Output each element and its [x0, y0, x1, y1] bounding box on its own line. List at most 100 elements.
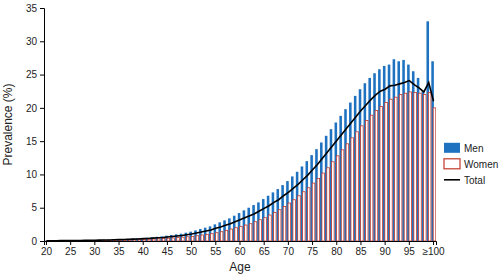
tick: ≥100 [422, 241, 445, 257]
tick-mark [409, 241, 410, 245]
tick: 60 [234, 241, 246, 257]
bar [327, 168, 330, 241]
tick-mark [40, 75, 44, 76]
bar [312, 183, 315, 241]
x-axis: 20253035404550556065707580859095≥100 [41, 241, 445, 257]
bar-series [44, 21, 434, 241]
tick: 45 [162, 241, 174, 257]
tick-mark [143, 241, 144, 245]
legend-swatch [444, 159, 460, 169]
tick-mark [40, 108, 44, 109]
legend-swatch [444, 179, 460, 181]
bar [182, 237, 185, 241]
bar [143, 239, 146, 241]
bar [370, 115, 373, 241]
bar [278, 210, 281, 241]
bar [332, 162, 335, 241]
tick-label: 30 [26, 36, 38, 47]
tick-mark [433, 241, 434, 245]
tick-label: 25 [65, 246, 77, 257]
bar [206, 234, 209, 241]
tick-mark [70, 241, 71, 245]
tick: 40 [138, 241, 150, 257]
tick-label: 75 [307, 246, 319, 257]
bar [404, 93, 407, 241]
tick: 70 [283, 241, 295, 257]
tick: 15 [26, 136, 44, 147]
bar [390, 99, 393, 241]
bar [201, 235, 204, 241]
line [46, 81, 433, 241]
tick-mark [40, 8, 44, 9]
legend-item: Total [444, 175, 485, 186]
bar [356, 132, 359, 241]
tick: 5 [31, 202, 44, 213]
tick: 25 [65, 241, 77, 257]
tick-mark [167, 241, 168, 245]
tick-mark [40, 174, 44, 175]
bar [245, 225, 248, 241]
bar [215, 233, 218, 241]
tick-label: 45 [162, 246, 174, 257]
legend-label: Women [464, 159, 498, 170]
legend-item: Men [444, 143, 483, 154]
tick: 0 [31, 236, 44, 247]
tick-mark [336, 241, 337, 245]
bar [211, 234, 214, 241]
bar [148, 239, 151, 241]
tick: 80 [331, 241, 343, 257]
bar [361, 126, 364, 241]
tick-mark [94, 241, 95, 245]
bar [336, 156, 339, 241]
tick: 20 [26, 103, 44, 114]
legend-swatch [444, 143, 460, 153]
tick-mark [240, 241, 241, 245]
bar [399, 95, 402, 241]
plot: 0510152025303520253035404550556065707580… [26, 3, 445, 257]
tick-label: 60 [234, 246, 246, 257]
bar [172, 238, 175, 241]
tick: 10 [26, 169, 44, 180]
bar [225, 230, 228, 241]
legend: Men Women Total [444, 143, 498, 186]
tick-mark [40, 241, 44, 242]
tick-label: 50 [186, 246, 198, 257]
tick: 35 [113, 241, 125, 257]
bar [274, 212, 277, 241]
bar [351, 138, 354, 241]
bar [186, 237, 189, 241]
bar [380, 107, 383, 241]
tick-mark [288, 241, 289, 245]
tick-mark [215, 241, 216, 245]
marks [44, 21, 436, 241]
bar [385, 103, 388, 241]
tick-mark [46, 241, 47, 245]
tick: 65 [259, 241, 271, 257]
tick: 50 [186, 241, 198, 257]
bar [167, 238, 170, 241]
bar [375, 111, 378, 241]
bar [428, 93, 431, 241]
axis-line [45, 242, 437, 246]
tick-label: 65 [259, 246, 271, 257]
bar [264, 218, 267, 241]
tick-label: 15 [26, 136, 38, 147]
tick-label: 20 [41, 246, 53, 257]
tick: 20 [41, 241, 53, 257]
tick-label: 70 [283, 246, 295, 257]
chart: 0510152025303520253035404550556065707580… [0, 0, 500, 277]
tick-label: 40 [138, 246, 150, 257]
bar [414, 93, 417, 241]
tick-mark [360, 241, 361, 245]
bar [365, 121, 368, 241]
bar [269, 215, 272, 241]
bar [424, 95, 427, 241]
bar [249, 224, 252, 241]
tick-label: 20 [26, 103, 38, 114]
axis-title: Prevalence (%) [1, 83, 15, 165]
tick: 75 [307, 241, 319, 257]
tick-label: 10 [26, 169, 38, 180]
tick-label: 35 [26, 3, 38, 14]
bar [254, 222, 257, 241]
bar [288, 203, 291, 241]
